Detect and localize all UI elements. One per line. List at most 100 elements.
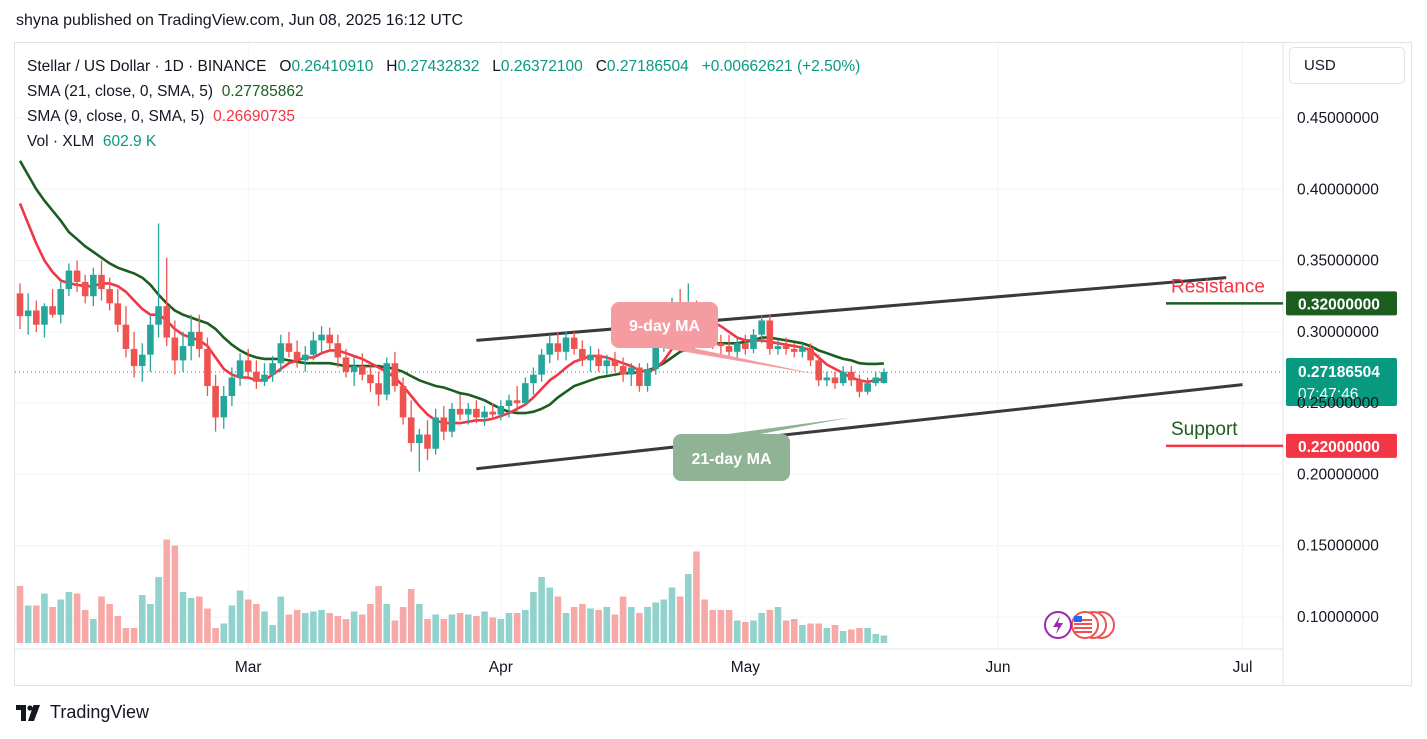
candle[interactable] <box>334 334 342 368</box>
candle[interactable] <box>733 337 741 358</box>
candle[interactable] <box>212 374 219 432</box>
candle[interactable] <box>481 405 488 426</box>
candle[interactable] <box>799 343 806 358</box>
candle[interactable] <box>342 348 350 378</box>
symbol-title[interactable]: Stellar / US Dollar · 1D · BINANCE <box>27 58 267 75</box>
candle[interactable] <box>603 354 611 375</box>
candle[interactable] <box>807 343 814 367</box>
candle[interactable] <box>310 331 317 361</box>
candle[interactable] <box>416 428 423 472</box>
candle[interactable] <box>98 260 105 301</box>
candle[interactable] <box>750 329 757 354</box>
candle[interactable] <box>81 274 89 304</box>
candle[interactable] <box>147 314 154 372</box>
candle[interactable] <box>725 334 733 358</box>
candle[interactable] <box>505 394 513 418</box>
candle[interactable] <box>522 377 529 406</box>
candle[interactable] <box>856 374 863 398</box>
candle[interactable] <box>497 400 505 421</box>
candle[interactable] <box>848 366 855 387</box>
candle[interactable] <box>204 337 211 397</box>
chart-frame[interactable] <box>14 42 1412 686</box>
candle[interactable] <box>33 300 40 332</box>
candle[interactable] <box>179 331 187 372</box>
candle[interactable] <box>269 356 276 382</box>
candle[interactable] <box>196 314 203 358</box>
candle[interactable] <box>293 340 301 368</box>
sma21-row[interactable]: SMA (21, close, 0, SMA, 5) 0.27785862 <box>27 79 860 104</box>
candle[interactable] <box>73 260 81 292</box>
candle[interactable] <box>16 283 24 330</box>
candle[interactable] <box>611 351 619 372</box>
candle[interactable] <box>138 343 146 382</box>
candle[interactable] <box>872 371 880 387</box>
candle[interactable] <box>163 257 170 347</box>
candle[interactable] <box>114 289 122 332</box>
candle[interactable] <box>587 346 594 372</box>
candle[interactable] <box>171 320 179 375</box>
sma9-row[interactable]: SMA (9, close, 0, SMA, 5) 0.26690735 <box>27 104 860 129</box>
candle[interactable] <box>277 334 285 372</box>
candle[interactable] <box>774 340 782 355</box>
candle[interactable] <box>391 351 399 392</box>
candle[interactable] <box>90 267 97 307</box>
candle[interactable] <box>285 331 293 358</box>
candle[interactable] <box>570 331 578 355</box>
candle[interactable] <box>513 386 521 412</box>
candle[interactable] <box>41 303 48 338</box>
candle[interactable] <box>790 343 798 358</box>
candle[interactable] <box>554 331 562 361</box>
candle[interactable] <box>187 314 195 361</box>
candle[interactable] <box>464 403 472 425</box>
candle[interactable] <box>424 420 431 461</box>
candle[interactable] <box>383 357 391 401</box>
candle[interactable] <box>244 348 252 378</box>
ma9-callout-box[interactable] <box>611 302 718 348</box>
candle[interactable] <box>538 348 545 382</box>
candle[interactable] <box>546 334 554 364</box>
candle[interactable] <box>261 363 268 387</box>
candle[interactable] <box>253 360 260 389</box>
candle[interactable] <box>758 314 765 344</box>
candle[interactable] <box>228 367 236 406</box>
candle[interactable] <box>766 314 774 355</box>
tradingview-logo[interactable]: TradingView <box>16 702 149 723</box>
candle[interactable] <box>440 405 448 441</box>
candle[interactable] <box>106 277 113 311</box>
candle[interactable] <box>717 334 725 355</box>
candle[interactable] <box>318 326 325 354</box>
candle[interactable] <box>122 306 130 358</box>
candle[interactable] <box>636 363 643 392</box>
candle[interactable] <box>530 367 537 395</box>
candle[interactable] <box>236 353 244 387</box>
candle[interactable] <box>782 337 790 355</box>
event-icons[interactable] <box>1044 611 1115 639</box>
volume-row[interactable]: Vol · XLM 602.9 K <box>27 129 860 154</box>
lightning-icon[interactable] <box>1044 611 1072 639</box>
candle[interactable] <box>49 289 56 318</box>
candle[interactable] <box>473 400 480 424</box>
currency-button[interactable]: USD <box>1289 47 1405 84</box>
candle[interactable] <box>65 263 73 297</box>
candle[interactable] <box>155 223 162 338</box>
candle[interactable] <box>644 363 651 392</box>
candle[interactable] <box>864 377 871 395</box>
channel-lower-line[interactable] <box>476 383 1243 471</box>
candle[interactable] <box>595 348 602 372</box>
candle[interactable] <box>407 400 415 452</box>
candle[interactable] <box>742 334 749 355</box>
candle[interactable] <box>815 354 822 387</box>
candle[interactable] <box>619 357 627 382</box>
candle[interactable] <box>326 327 333 349</box>
candle[interactable] <box>456 394 464 421</box>
candle[interactable] <box>359 353 366 381</box>
candle[interactable] <box>579 340 586 367</box>
candle[interactable] <box>432 408 439 455</box>
candle[interactable] <box>831 371 839 389</box>
channel-upper-line[interactable] <box>476 276 1227 342</box>
candle[interactable] <box>880 368 888 384</box>
candle[interactable] <box>399 377 407 425</box>
candle[interactable] <box>301 346 309 372</box>
candle[interactable] <box>627 363 635 387</box>
